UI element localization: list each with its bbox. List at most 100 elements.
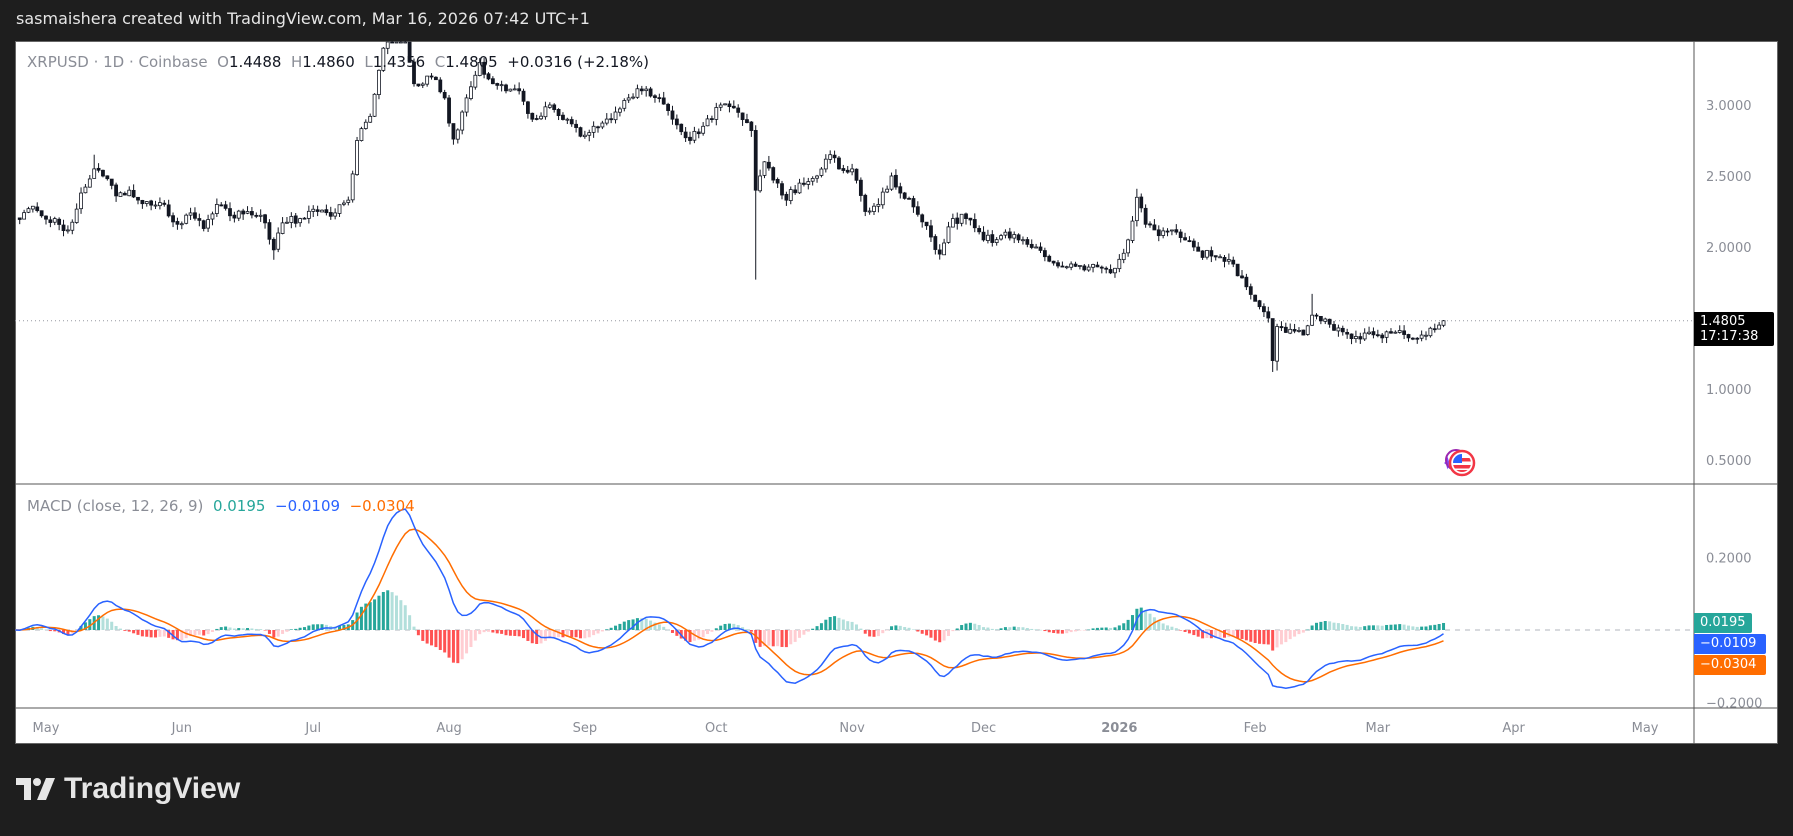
candle-down-body [964,213,968,220]
macd-title[interactable]: MACD (close, 12, 26, 9) [27,497,204,515]
candle [1222,255,1227,268]
candle [1174,224,1179,235]
candle [438,77,443,94]
candle-down-body [504,84,508,92]
macd-histogram-bar [434,630,438,648]
time-axis[interactable]: May Jun Jul Aug Sep Oct Nov Dec 2026 Feb Mar Apr May [33,721,1659,736]
candle-up-body [591,125,596,133]
macd-histogram-bar [863,630,867,634]
macd-histogram-bar [789,630,793,645]
candle [504,83,508,94]
candle-down-body [1143,207,1148,225]
candle [837,156,841,170]
candle-down-body [1174,229,1179,233]
high-value: 1.4860 [302,53,355,71]
macd-histogram-bar [1126,619,1130,630]
time-tick-label: Oct [705,721,727,736]
candle [955,212,960,230]
macd-histogram-bar [1170,626,1174,630]
macd-histogram-bar [657,624,661,630]
macd-histogram-bar [1196,630,1200,637]
macd-histogram-bar [749,630,753,632]
macd-histogram-bar [1174,628,1178,630]
chart-frame[interactable]: 3.0000 2.5000 2.0000 1.0000 0.5000 0.2000 −0.2… [15,41,1778,744]
candle-down-body [832,154,837,159]
candle [420,82,425,89]
candle-up-body [258,214,263,217]
candle [1003,229,1008,239]
candle-up-body [385,41,390,49]
macd-histogram-bar [1222,630,1226,638]
candle-up-body [1297,329,1301,332]
candle [745,113,749,124]
candle-down-body [898,186,903,194]
candle [626,93,631,103]
candle [596,125,600,133]
candle-up-body [626,97,631,101]
candle-down-body [924,221,929,227]
macd-histogram-bar [79,625,83,630]
candle-down-body [670,110,675,120]
macd-lines [15,508,1444,689]
candle-down-body [412,61,416,85]
candle [1406,333,1411,342]
candle [517,82,522,95]
macd-histogram-bar [513,630,517,636]
candle [753,125,758,280]
candle-down-body [122,192,127,196]
candle-down-body [175,221,180,225]
candle [521,88,526,106]
price-tick-label: 2.0000 [1706,241,1752,256]
candle [889,172,894,191]
price-axis[interactable]: 3.0000 2.5000 2.0000 1.0000 0.5000 0.2000 −0.2… [1706,99,1762,712]
macd-histogram-bar [1157,621,1161,630]
candle-up-body [245,211,250,214]
macd-histogram-bar [1087,629,1091,631]
macd-tick-label: 0.2000 [1706,552,1752,567]
macd-histogram-bar [1017,627,1021,630]
symbol-legend[interactable]: XRPUSD · 1D · Coinbase O1.4488 H1.4860 L… [27,53,649,71]
macd-legend[interactable]: MACD (close, 12, 26, 9) 0.0195 −0.0109 −… [27,497,415,515]
candle [609,113,614,124]
candle [1095,261,1100,268]
candle [771,166,776,184]
macd-histogram-bar [246,628,250,630]
symbol-label[interactable]: XRPUSD · 1D · Coinbase [27,53,208,71]
macd-histogram-bar [903,627,907,630]
tradingview-logo[interactable]: TradingView [16,772,240,806]
candle-down-body [1279,326,1284,329]
candle-down-body [201,220,206,229]
candle-down-body [442,92,447,99]
candle-down-body [324,209,329,214]
candle-down-body [937,249,942,255]
candle-up-body [118,192,123,197]
us-flag-event-icon[interactable] [1444,449,1476,477]
candle [1130,216,1135,244]
macd-histogram-bar [394,595,398,630]
macd-histogram-bar [495,630,499,634]
candle [333,208,338,220]
candle-down-body [1415,337,1420,340]
candle-up-body [377,69,381,95]
macd-histogram-bar [1201,630,1205,639]
macd-histogram-bar [83,622,87,630]
candle [1393,330,1398,334]
candle [968,217,973,226]
macd-histogram-bar [872,630,876,637]
candle [381,46,386,72]
candle [324,204,329,216]
candle-down-body [101,169,105,177]
candle-down-body [710,118,714,120]
candle [534,114,539,121]
macd-histogram-bar [1152,617,1156,630]
candle [1292,323,1297,334]
candle-up-body [394,41,399,44]
candle [780,180,784,200]
candle-down-body [802,182,806,185]
candle-down-body [1262,306,1266,313]
chart-canvas[interactable]: 3.0000 2.5000 2.0000 1.0000 0.5000 0.2000 −0.2… [15,41,1778,744]
macd-line-value: −0.0109 [275,497,341,515]
macd-histogram-bar [1038,629,1042,631]
macd-histogram-bar [219,627,223,630]
macd-histogram-bar [373,599,377,630]
